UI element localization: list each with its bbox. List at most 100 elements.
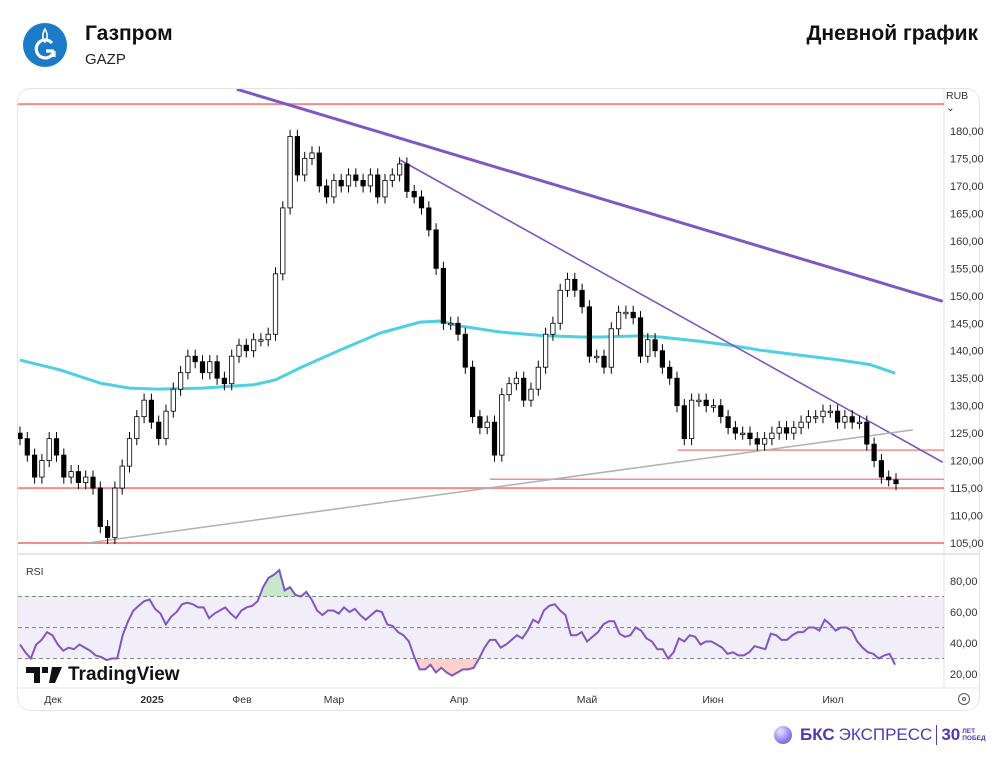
candle-body [455,322,461,335]
candle-body [535,366,541,390]
time-label: Апр [449,694,469,706]
candle [156,415,162,446]
candle [849,410,855,429]
time-label: 2025 [140,694,164,706]
candle [265,327,271,347]
candle-body [148,399,154,423]
price-tick-label: 115,00 [950,483,983,495]
candle [798,415,804,435]
candle-body [185,355,191,374]
candle-body [280,207,286,275]
candle-body [112,487,118,538]
candle [404,157,410,199]
candle-body [557,289,563,324]
candle [338,173,344,193]
candle [630,305,636,325]
candle-body [433,229,439,269]
candle-body [331,180,337,198]
candle-body [864,421,870,445]
rsi-tick-label: 60,00 [950,607,978,619]
candle [477,410,483,435]
candle-body [703,399,709,407]
candle [272,267,279,341]
candle-body [243,344,249,352]
candle [740,426,746,440]
candle [221,371,227,391]
candle [813,410,819,424]
rsi-line [19,568,896,677]
candle-body [791,427,797,434]
candle-body [878,460,885,478]
candle-body [849,416,855,423]
candle [214,355,220,385]
candle [557,283,563,330]
candle [163,404,169,446]
candle [411,184,417,204]
candle-body [579,289,585,308]
candle-body [134,416,140,440]
company-name: Газпром [85,22,173,45]
candle [53,432,60,462]
candle-body [426,207,432,231]
candle-body [491,421,498,456]
candle-body [97,487,103,527]
candle-body [309,152,315,159]
ticker-symbol: GAZP [85,51,126,68]
candle [185,349,191,380]
candle-body [637,317,644,357]
candle [462,327,468,374]
price-tick-label: 165,00 [950,208,984,220]
candle-body [805,416,812,423]
candle-body [572,278,578,291]
candle-body [207,361,213,374]
candle-body [776,427,782,434]
rsi-pane [18,568,944,677]
candle [499,388,505,462]
candle-body [389,174,395,181]
tradingview-logo-icon [26,667,62,683]
candle [725,410,731,435]
candle [791,421,797,440]
candle [608,322,614,374]
major-resistance-trendline [236,89,944,303]
candle-body [360,180,366,187]
candle-body [813,416,819,419]
candle [309,146,315,166]
time-label: Май [576,694,598,706]
candle [871,437,877,468]
candle [506,377,512,402]
candle-body [448,322,454,326]
candle-body [477,416,483,429]
candle [170,382,176,418]
years-caption-1: ЛЕТ [962,728,976,735]
candle [61,448,67,484]
candle [805,410,812,429]
candle-body [250,339,257,352]
candle [389,168,395,188]
price-tick-label: 130,00 [950,401,984,413]
price-axis[interactable]: 105,00 110,00 115,00 120,00 125,00 130,00 135,… [950,126,984,550]
candle [280,201,286,281]
support-trendline [87,429,913,544]
time-label: Дек [44,694,62,706]
candle-body [24,438,30,456]
candle [637,311,644,363]
candle [491,415,498,462]
candle-body [170,388,176,412]
settings-gear-icon[interactable] [958,693,970,705]
candle [294,129,301,182]
candle [119,459,125,495]
candle-body [893,479,899,485]
candle [199,355,206,380]
currency-label: RUB [946,90,969,102]
candle-body [856,421,863,425]
candle-body [645,339,651,357]
price-tick-label: 170,00 [950,181,984,193]
price-tick-label: 155,00 [950,263,984,275]
candle-body [126,438,133,467]
candle [594,349,600,363]
candle [433,223,439,275]
currency-selector[interactable]: RUB ⌄ [946,90,978,114]
candle [302,151,308,182]
